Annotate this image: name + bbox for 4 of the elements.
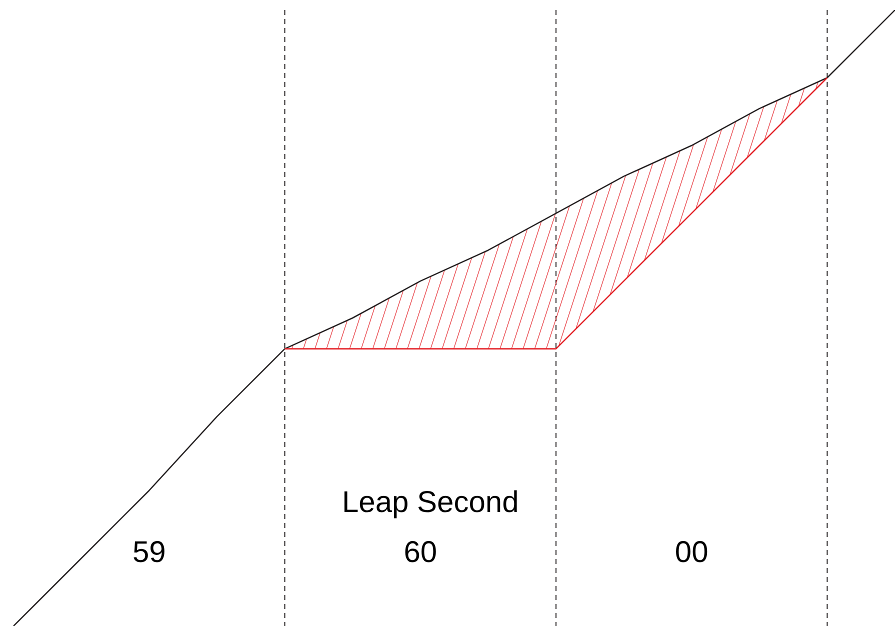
annotation: 59 bbox=[132, 536, 166, 570]
annotation: Leap Second bbox=[342, 486, 519, 520]
annotation: 60 bbox=[404, 536, 438, 570]
annotation: 00 bbox=[674, 536, 708, 570]
